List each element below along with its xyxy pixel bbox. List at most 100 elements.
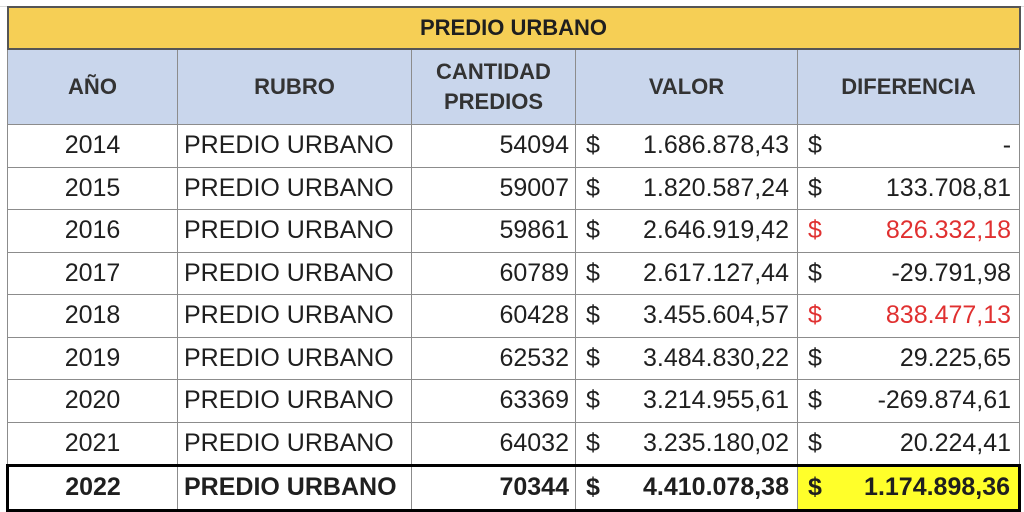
difference-cell[interactable]: $ -269.874,61: [796, 379, 1021, 423]
difference-cell[interactable]: $29.225,65: [796, 336, 1021, 380]
year-cell[interactable]: 2021: [7, 421, 178, 466]
difference-cell[interactable]: $133.708,81: [796, 166, 1021, 210]
value-cell[interactable]: $3.235.180,02: [575, 421, 798, 466]
total-rubro-cell[interactable]: PREDIO URBANO: [177, 464, 412, 512]
value-money: $3.235.180,02: [577, 428, 797, 458]
value-amount: 1.820.587,24: [643, 173, 789, 202]
value-cell[interactable]: $3.455.604,57: [575, 294, 798, 338]
table-row: 2014 PREDIO URBANO 54094 $1.686.878,43 $ -: [7, 124, 1021, 168]
table-row: 2015 PREDIO URBANO 59007 $1.820.587,24 $133.…: [7, 166, 1021, 210]
value-amount: 3.484.830,22: [643, 343, 789, 372]
header-year[interactable]: AÑO: [7, 48, 178, 125]
currency-symbol: $: [808, 386, 822, 415]
rubro-cell[interactable]: PREDIO URBANO: [177, 379, 412, 423]
value-money: $3.455.604,57: [577, 301, 797, 330]
value-amount: 1.686.878,43: [643, 131, 789, 160]
difference-amount: 29.225,65: [899, 343, 1012, 372]
table-header-row: AÑO RUBRO CANTIDAD PREDIOS VALOR DIFEREN…: [7, 48, 1021, 125]
quantity-cell[interactable]: 64032: [411, 421, 576, 466]
currency-symbol: $: [586, 428, 600, 457]
total-value-cell[interactable]: $4.410.078,38: [575, 464, 798, 512]
difference-money: $133.708,81: [799, 173, 1019, 203]
total-row: 2022 PREDIO URBANO 70344 $4.410.078,38 $1.17…: [6, 464, 1022, 512]
rubro-cell[interactable]: PREDIO URBANO: [177, 336, 412, 380]
quantity-cell[interactable]: 60428: [411, 294, 576, 338]
quantity-cell[interactable]: 59861: [411, 209, 576, 253]
currency-symbol: $: [586, 473, 600, 502]
total-difference-money: $1.174.898,36: [799, 473, 1017, 502]
total-difference-amount: 1.174.898,36: [864, 473, 1011, 502]
currency-symbol: $: [808, 258, 822, 287]
difference-cell[interactable]: $ -: [796, 124, 1021, 168]
rubro-cell[interactable]: PREDIO URBANO: [177, 251, 412, 295]
quantity-cell[interactable]: 54094: [411, 124, 576, 168]
currency-symbol: $: [586, 301, 600, 330]
quantity-cell[interactable]: 63369: [411, 379, 576, 423]
difference-amount: 20.224,41: [899, 428, 1012, 457]
year-cell[interactable]: 2018: [7, 294, 178, 338]
rubro-cell[interactable]: PREDIO URBANO: [177, 209, 412, 253]
value-money: $2.646.919,42: [577, 216, 797, 245]
value-cell[interactable]: $2.646.919,42: [575, 209, 798, 253]
difference-amount: 133.708,81: [885, 173, 1012, 202]
difference-amount: 826.332,18: [885, 216, 1012, 245]
rubro-cell[interactable]: PREDIO URBANO: [177, 166, 412, 210]
difference-cell[interactable]: $ -29.791,98: [796, 251, 1021, 295]
currency-symbol: $: [808, 473, 822, 502]
value-cell[interactable]: $3.214.955,61: [575, 379, 798, 423]
year-cell[interactable]: 2015: [7, 166, 178, 210]
table-row: 2018 PREDIO URBANO 60428 $3.455.604,57 $838.…: [7, 294, 1021, 338]
value-amount: 3.235.180,02: [643, 428, 789, 457]
header-difference[interactable]: DIFERENCIA: [796, 48, 1021, 125]
total-year-cell[interactable]: 2022: [6, 464, 178, 512]
currency-symbol: $: [808, 131, 822, 160]
value-money: $1.820.587,24: [577, 173, 797, 203]
value-cell[interactable]: $1.820.587,24: [575, 166, 798, 210]
table-row: 2020 PREDIO URBANO 63369 $3.214.955,61 $ -269…: [7, 379, 1021, 423]
quantity-cell[interactable]: 59007: [411, 166, 576, 210]
value-money: $1.686.878,43: [577, 131, 797, 160]
table-title-row: PREDIO URBANO: [6, 6, 1021, 50]
currency-symbol: $: [586, 173, 600, 202]
header-quantity-line2: PREDIOS: [443, 89, 544, 114]
table-row: 2019 PREDIO URBANO 62532 $3.484.830,22 $29.2…: [7, 336, 1021, 380]
currency-symbol: $: [808, 428, 822, 457]
total-quantity-cell[interactable]: 70344: [411, 464, 576, 512]
currency-symbol: $: [808, 216, 822, 245]
rubro-cell[interactable]: PREDIO URBANO: [177, 421, 412, 466]
quantity-cell[interactable]: 62532: [411, 336, 576, 380]
header-quantity-line1: CANTIDAD: [436, 59, 551, 84]
year-cell[interactable]: 2020: [7, 379, 178, 423]
rubro-cell[interactable]: PREDIO URBANO: [177, 294, 412, 338]
value-cell[interactable]: $3.484.830,22: [575, 336, 798, 380]
table-title[interactable]: PREDIO URBANO: [6, 6, 1021, 50]
value-cell[interactable]: $2.617.127,44: [575, 251, 798, 295]
value-money: $3.484.830,22: [577, 343, 797, 373]
currency-symbol: $: [586, 258, 600, 287]
rubro-cell[interactable]: PREDIO URBANO: [177, 124, 412, 168]
quantity-cell[interactable]: 60789: [411, 251, 576, 295]
total-difference-cell[interactable]: $1.174.898,36: [796, 464, 1022, 512]
year-cell[interactable]: 2017: [7, 251, 178, 295]
value-money: $3.214.955,61: [577, 386, 797, 415]
total-value-money: $4.410.078,38: [577, 473, 797, 502]
value-amount: 2.617.127,44: [643, 258, 789, 287]
difference-cell[interactable]: $838.477,13: [796, 294, 1021, 338]
header-quantity[interactable]: CANTIDAD PREDIOS: [411, 48, 576, 125]
header-value[interactable]: VALOR: [575, 48, 798, 125]
difference-cell[interactable]: $20.224,41: [796, 421, 1021, 466]
header-rubro[interactable]: RUBRO: [177, 48, 412, 125]
year-cell[interactable]: 2019: [7, 336, 178, 380]
difference-money: $ -269.874,61: [799, 386, 1019, 415]
currency-symbol: $: [808, 343, 822, 372]
difference-cell[interactable]: $826.332,18: [796, 209, 1021, 253]
year-cell[interactable]: 2014: [7, 124, 178, 168]
difference-money: $838.477,13: [799, 301, 1019, 330]
year-cell[interactable]: 2016: [7, 209, 178, 253]
value-amount: 3.455.604,57: [643, 301, 789, 330]
table-row: 2016 PREDIO URBANO 59861 $2.646.919,42 $826.…: [7, 209, 1021, 253]
difference-money: $20.224,41: [799, 428, 1019, 458]
difference-money: $826.332,18: [799, 216, 1019, 245]
currency-symbol: $: [586, 386, 600, 415]
value-cell[interactable]: $1.686.878,43: [575, 124, 798, 168]
